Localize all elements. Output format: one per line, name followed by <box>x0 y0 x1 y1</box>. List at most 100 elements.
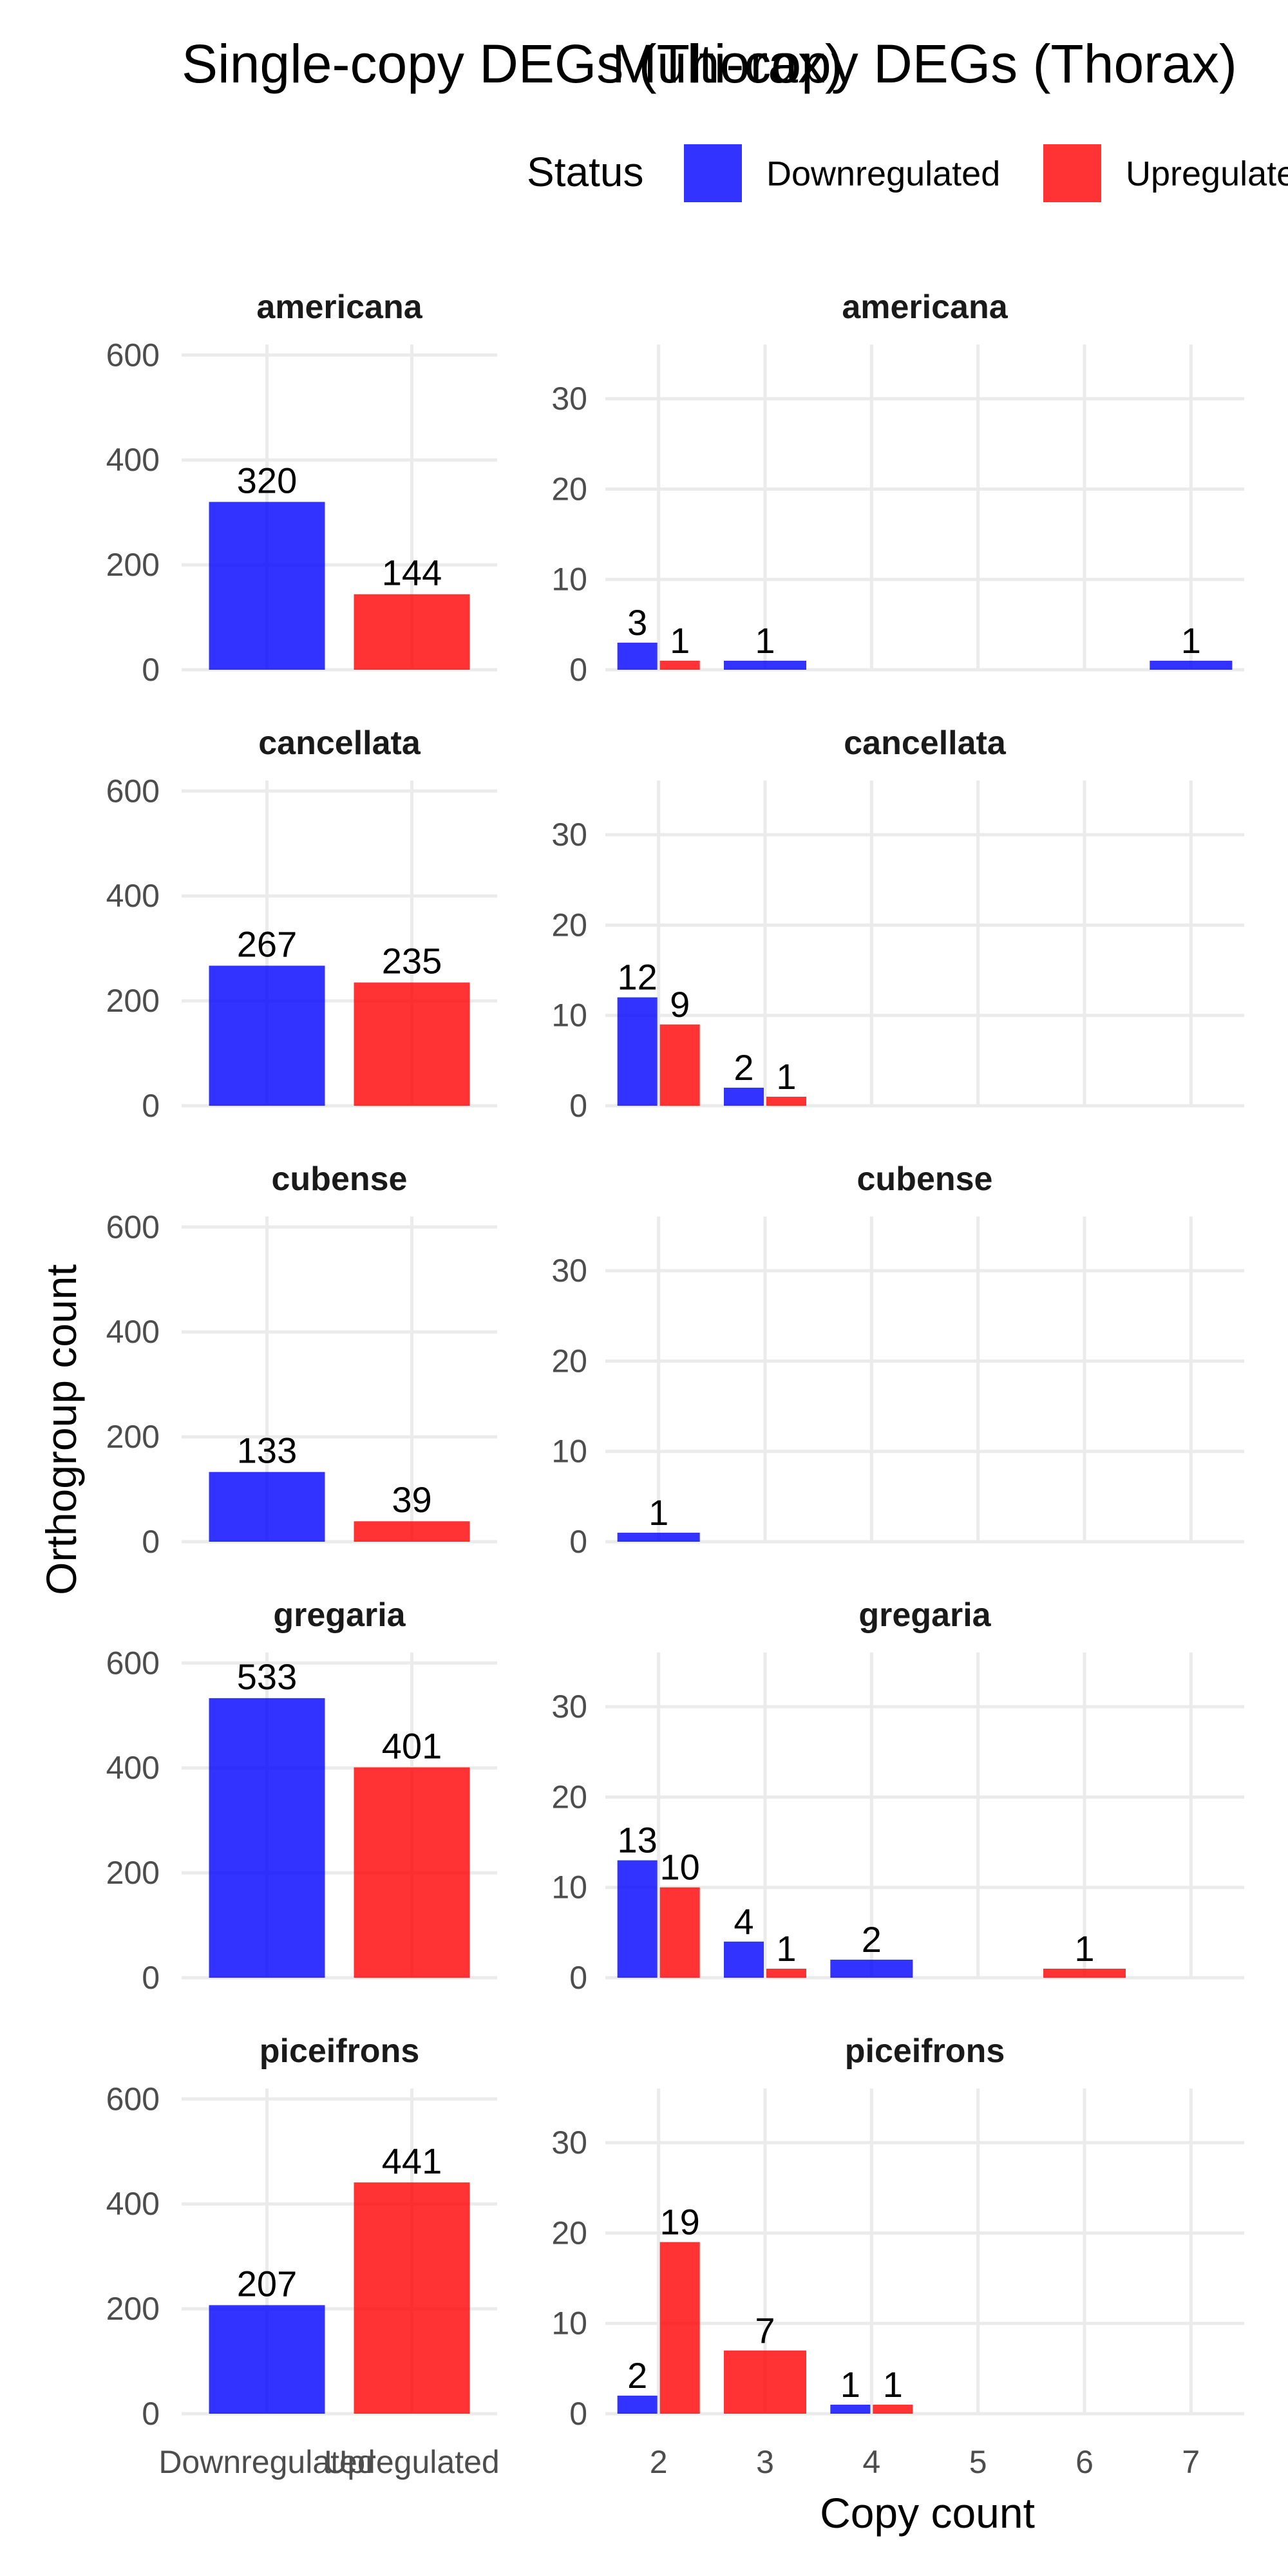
left-bar-americana-upregulated <box>354 594 470 670</box>
right-y-tick-label: 30 <box>551 1689 587 1725</box>
right-bar-value-label: 1 <box>755 620 775 661</box>
left-y-tick-label: 200 <box>106 547 160 583</box>
right-x-tick-label: 4 <box>862 2444 880 2480</box>
right-bar-value-label: 1 <box>840 2364 860 2405</box>
left-bar-value-label: 441 <box>382 2141 442 2181</box>
right-y-tick-label: 10 <box>551 1434 587 1470</box>
right-bar-gregaria-copy2-upregulated <box>659 1887 700 1978</box>
legend-key-upregulated <box>1043 144 1101 202</box>
right-bar-cubense-copy2-downregulated <box>617 1532 700 1542</box>
legend-label-downregulated: Downregulated <box>766 155 1000 193</box>
left-chart-title: Single-copy DEGs (Thorax) <box>182 33 843 94</box>
right-bar-piceifrons-copy2-downregulated <box>617 2395 658 2414</box>
right-y-tick-label: 30 <box>551 817 587 853</box>
right-bar-value-label: 2 <box>862 1919 882 1960</box>
right-bar-value-label: 1 <box>649 1492 668 1533</box>
left-bar-gregaria-upregulated <box>354 1767 470 1978</box>
left-y-tick-label: 0 <box>142 2396 160 2432</box>
left-y-tick-label: 600 <box>106 1645 160 1681</box>
left-y-tick-label: 400 <box>106 1750 160 1786</box>
left-bar-value-label: 144 <box>382 553 442 593</box>
left-bar-value-label: 235 <box>382 941 442 981</box>
right-bar-americana-copy3-downregulated <box>724 660 806 670</box>
left-bar-piceifrons-upregulated <box>354 2182 470 2414</box>
right-bar-value-label: 2 <box>627 2355 647 2396</box>
left-bar-value-label: 533 <box>237 1656 297 1697</box>
left-panel-strip-americana: americana <box>256 289 422 326</box>
left-y-tick-label: 400 <box>106 878 160 914</box>
left-bar-value-label: 207 <box>237 2263 297 2304</box>
left-panel-strip-cubense: cubense <box>272 1160 408 1198</box>
left-y-tick-label: 600 <box>106 2081 160 2117</box>
right-bar-value-label: 10 <box>660 1847 700 1888</box>
legend-key-downregulated <box>684 144 742 202</box>
right-y-tick-label: 10 <box>551 562 587 598</box>
left-panel-strip-gregaria: gregaria <box>273 1596 406 1634</box>
left-bar-value-label: 133 <box>237 1430 297 1471</box>
right-bar-americana-copy2-downregulated <box>617 642 658 670</box>
left-y-tick-label: 400 <box>106 2186 160 2222</box>
left-bar-value-label: 267 <box>237 924 297 965</box>
right-bar-americana-copy7-downregulated <box>1150 660 1233 670</box>
left-bar-piceifrons-downregulated <box>209 2305 325 2414</box>
right-panel-strip-piceifrons: piceifrons <box>845 2032 1005 2070</box>
right-bar-value-label: 3 <box>627 602 647 643</box>
left-y-tick-label: 400 <box>106 442 160 478</box>
left-y-tick-label: 200 <box>106 1419 160 1455</box>
legend-title: Status <box>527 149 643 195</box>
right-x-tick-label: 2 <box>650 2444 668 2480</box>
right-bar-gregaria-copy4-downregulated <box>830 1959 913 1978</box>
right-bar-value-label: 1 <box>670 620 690 661</box>
right-bar-value-label: 2 <box>734 1047 753 1088</box>
right-y-tick-label: 10 <box>551 1870 587 1906</box>
right-y-tick-label: 20 <box>551 1343 587 1379</box>
right-bar-value-label: 19 <box>660 2201 700 2242</box>
right-bar-americana-copy2-upregulated <box>659 660 700 670</box>
left-bar-value-label: 39 <box>392 1479 431 1520</box>
left-x-tick-label: Downregulated <box>158 2444 375 2480</box>
left-bar-americana-downregulated <box>209 502 325 670</box>
right-y-tick-label: 20 <box>551 907 587 943</box>
left-y-tick-label: 0 <box>142 652 160 688</box>
left-y-tick-label: 0 <box>142 1088 160 1124</box>
left-bar-cubense-upregulated <box>354 1521 470 1542</box>
right-bar-cancellata-copy3-downregulated <box>724 1087 764 1106</box>
right-y-tick-label: 30 <box>551 1253 587 1289</box>
left-y-tick-label: 200 <box>106 2291 160 2327</box>
panels-layer: americana0200400600320144americana010203… <box>106 289 1244 2480</box>
right-x-tick-label: 5 <box>969 2444 987 2480</box>
right-panel-strip-cubense: cubense <box>857 1160 993 1198</box>
right-bar-gregaria-copy6-upregulated <box>1043 1968 1126 1978</box>
left-bar-cancellata-downregulated <box>209 965 325 1106</box>
left-y-tick-label: 600 <box>106 1209 160 1245</box>
right-x-tick-label: 7 <box>1182 2444 1200 2480</box>
left-bar-gregaria-downregulated <box>209 1698 325 1978</box>
right-panel-strip-americana: americana <box>842 289 1008 326</box>
left-x-tick-label: Upregulated <box>324 2444 499 2480</box>
right-bar-value-label: 1 <box>1181 620 1201 661</box>
left-y-tick-label: 400 <box>106 1314 160 1350</box>
right-bar-cancellata-copy3-upregulated <box>766 1096 806 1106</box>
right-bar-value-label: 12 <box>618 957 658 998</box>
right-x-tick-label: 3 <box>756 2444 774 2480</box>
right-bar-value-label: 4 <box>734 1901 753 1942</box>
right-y-tick-label: 0 <box>569 1524 587 1560</box>
left-panel-strip-piceifrons: piceifrons <box>260 2032 420 2070</box>
right-bar-gregaria-copy3-downregulated <box>724 1941 764 1978</box>
right-y-tick-label: 0 <box>569 1088 587 1124</box>
left-y-tick-label: 0 <box>142 1960 160 1996</box>
left-y-tick-label: 200 <box>106 1855 160 1891</box>
right-bar-value-label: 1 <box>883 2364 903 2405</box>
right-y-tick-label: 10 <box>551 998 587 1034</box>
right-bar-piceifrons-copy3-upregulated <box>724 2350 806 2414</box>
right-y-tick-label: 0 <box>569 1960 587 1996</box>
right-bar-value-label: 1 <box>776 1056 796 1097</box>
right-bar-cancellata-copy2-downregulated <box>617 997 658 1106</box>
right-bar-cancellata-copy2-upregulated <box>659 1024 700 1106</box>
right-y-tick-label: 20 <box>551 471 587 507</box>
right-y-tick-label: 0 <box>569 2396 587 2432</box>
right-bar-gregaria-copy3-upregulated <box>766 1968 806 1978</box>
right-x-tick-label: 6 <box>1075 2444 1094 2480</box>
